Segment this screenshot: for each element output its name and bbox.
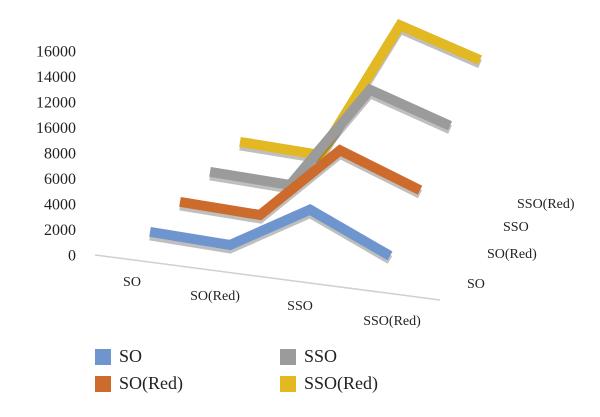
ribbon [179,144,423,221]
legend-label: SO [119,346,142,366]
x-tick-label: SO(Red) [190,289,240,304]
legend-swatch [280,349,296,365]
legend-swatch [95,349,111,365]
y-tick-label: 16000 [36,44,76,61]
legend-label: SSO [304,346,337,366]
x-tick-label: SSO [287,299,313,314]
legend-label: SO(Red) [119,373,183,394]
legend-swatch [280,376,296,392]
y-tick-label: 6000 [44,171,76,188]
y-tick-label: 2000 [44,222,76,239]
y-tick-label: 14000 [36,69,76,86]
legend-swatch [95,376,111,392]
floor-line [94,254,441,301]
y-tick-label: 0 [68,248,76,265]
legend-label: SSO(Red) [304,373,378,394]
ribbon [209,83,453,191]
x-tick-label: SSO(Red) [363,314,421,329]
depth-tick-label: SO(Red) [487,247,537,262]
depth-tick-label: SSO(Red) [517,197,575,212]
y-tick-label: 4000 [44,197,76,214]
depth-tick-label: SSO [503,220,529,235]
depth-tick-label: SO [467,277,485,292]
ribbon [149,204,393,261]
y-tick-label: 8000 [44,146,76,163]
y-tick-label: 12000 [36,95,76,112]
x-tick-label: SO [123,275,141,290]
ribbon [239,18,482,161]
y-tick-label: 16000 [36,120,76,137]
